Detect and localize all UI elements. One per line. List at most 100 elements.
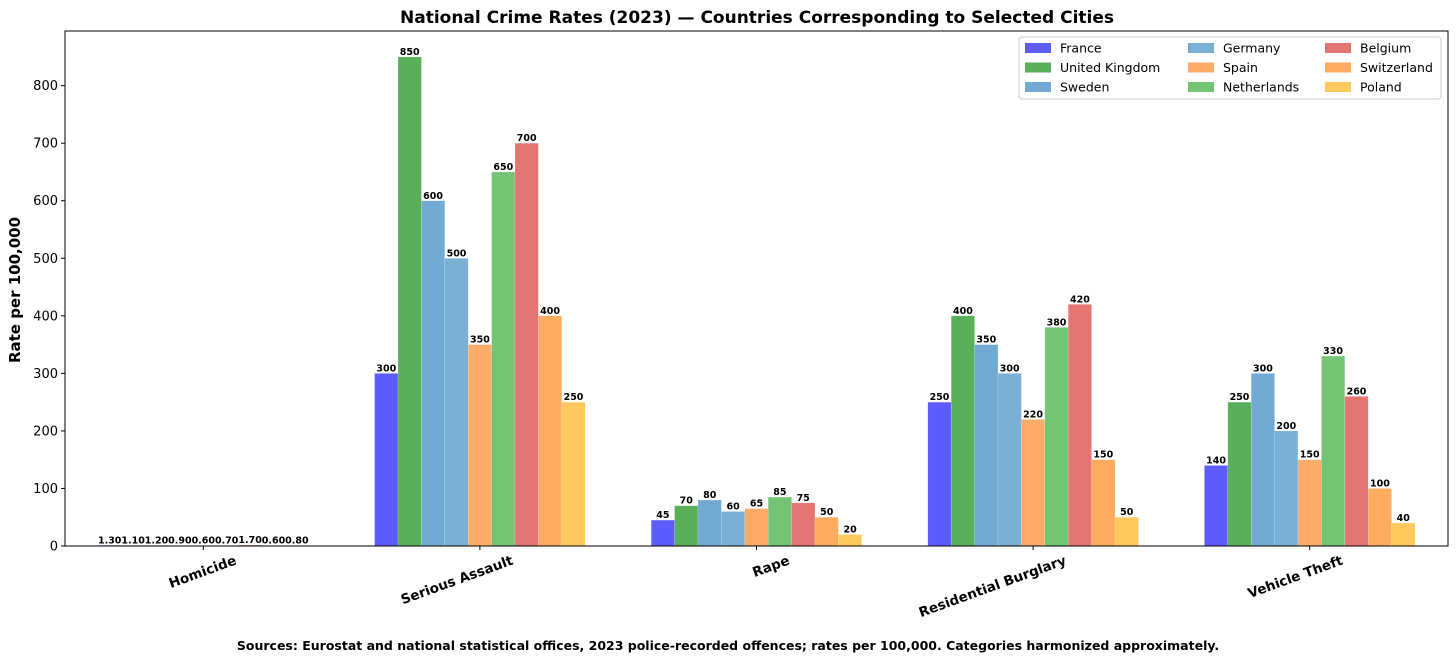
data-label-residential-burglary-belgium: 420	[1070, 294, 1090, 305]
bars-layer	[97, 56, 1416, 547]
bar-rape-poland	[838, 534, 863, 547]
data-label-rape-germany: 60	[726, 501, 740, 512]
source-note: Sources: Eurostat and national statistic…	[237, 638, 1219, 653]
data-label-serious-assault-switzerland: 400	[540, 306, 560, 317]
x-tick-label-residential-burglary: Residential Burglary	[917, 553, 1069, 621]
legend-swatch-belgium	[1325, 43, 1351, 53]
x-tick-label-serious-assault: Serious Assault	[399, 553, 516, 609]
y-tick-label: 200	[33, 424, 58, 439]
data-labels-layer: 1.30 1.10 1.20 0.90 0.60 0.70 1.70 0.60 0.803008…	[98, 47, 1410, 547]
bar-vehicle-theft-belgium	[1344, 396, 1369, 547]
data-label-rape-netherlands: 85	[773, 487, 786, 498]
data-label-vehicle-theft-france: 140	[1206, 455, 1226, 466]
data-label-homicide-germany: 0.90	[168, 535, 192, 546]
legend-label-netherlands: Netherlands	[1223, 80, 1299, 95]
bar-serious-assault-belgium	[514, 142, 539, 547]
data-label-residential-burglary-united-kingdom: 400	[953, 306, 973, 317]
bar-vehicle-theft-netherlands	[1321, 355, 1346, 547]
y-tick-label: 400	[33, 309, 58, 324]
y-axis: 0 100 200 300 400 500 600 700 800	[33, 79, 65, 555]
data-label-residential-burglary-netherlands: 380	[1047, 317, 1067, 328]
data-label-homicide-netherlands: 0.70	[215, 536, 239, 547]
bar-residential-burglary-sweden	[974, 344, 999, 547]
data-label-serious-assault-sweden: 600	[423, 191, 443, 202]
data-label-rape-poland: 20	[843, 524, 857, 535]
data-label-residential-burglary-switzerland: 150	[1093, 450, 1113, 461]
bar-serious-assault-sweden	[421, 200, 446, 547]
data-label-serious-assault-belgium: 700	[517, 133, 537, 144]
bar-serious-assault-france	[374, 373, 399, 547]
data-label-homicide-spain: 0.60	[192, 536, 216, 547]
legend-label-poland: Poland	[1360, 80, 1402, 95]
bar-residential-burglary-france	[927, 401, 952, 547]
data-label-vehicle-theft-poland: 40	[1397, 513, 1411, 524]
x-tick-label-vehicle-theft: Vehicle Theft	[1246, 553, 1346, 602]
bar-rape-sweden	[697, 499, 722, 547]
bar-rape-netherlands	[767, 496, 792, 547]
bar-serious-assault-netherlands	[491, 171, 516, 547]
data-label-residential-burglary-france: 250	[930, 392, 950, 403]
data-label-residential-burglary-sweden: 350	[976, 335, 996, 346]
data-label-serious-assault-netherlands: 650	[493, 162, 513, 173]
bar-rape-germany	[721, 511, 746, 547]
data-label-vehicle-theft-sweden: 300	[1253, 363, 1273, 374]
y-tick-label: 100	[33, 482, 58, 497]
legend-swatch-poland	[1325, 82, 1351, 92]
data-label-homicide-switzerland: 0.60	[262, 536, 286, 547]
bar-serious-assault-spain	[467, 344, 492, 547]
x-tick-label-rape: Rape	[750, 553, 791, 581]
y-axis-label: Rate per 100,000	[6, 217, 24, 363]
data-label-serious-assault-france: 300	[376, 363, 396, 374]
data-label-homicide-poland: 0.80	[285, 536, 309, 547]
legend-label-united-kingdom: United Kingdom	[1060, 60, 1160, 75]
data-label-homicide-france: 1.30	[98, 535, 122, 546]
legend-swatch-united-kingdom	[1025, 62, 1051, 73]
bar-residential-burglary-united-kingdom	[950, 315, 975, 547]
data-label-vehicle-theft-switzerland: 100	[1370, 478, 1390, 489]
data-label-residential-burglary-germany: 300	[1000, 363, 1020, 374]
bar-residential-burglary-germany	[997, 373, 1022, 547]
bar-residential-burglary-poland	[1114, 516, 1139, 547]
legend-swatch-france	[1025, 43, 1051, 53]
bar-rape-france	[650, 519, 675, 547]
data-label-homicide-belgium: 1.70	[238, 535, 262, 546]
bar-vehicle-theft-germany	[1274, 430, 1299, 547]
data-label-rape-switzerland: 50	[820, 507, 834, 518]
bar-serious-assault-switzerland	[538, 315, 563, 547]
bar-rape-spain	[744, 508, 769, 547]
data-label-vehicle-theft-germany: 200	[1276, 421, 1296, 432]
legend-swatch-sweden	[1025, 82, 1051, 92]
bar-residential-burglary-switzerland	[1091, 459, 1116, 547]
bar-rape-switzerland	[814, 516, 839, 547]
bar-residential-burglary-belgium	[1067, 304, 1092, 547]
data-label-rape-spain: 65	[750, 499, 763, 510]
y-tick-label: 700	[33, 137, 58, 152]
legend-label-belgium: Belgium	[1360, 41, 1411, 56]
legend-label-sweden: Sweden	[1060, 80, 1109, 95]
x-tick-label-homicide: Homicide	[167, 553, 239, 592]
legend-swatch-switzerland	[1325, 62, 1351, 73]
legend-label-switzerland: Switzerland	[1360, 60, 1433, 75]
data-label-serious-assault-germany: 500	[447, 248, 467, 259]
bar-residential-burglary-spain	[1021, 419, 1046, 547]
chart-title: National Crime Rates (2023) — Countries …	[400, 8, 1114, 28]
legend-swatch-spain	[1188, 62, 1214, 73]
bar-vehicle-theft-united-kingdom	[1227, 401, 1252, 547]
data-label-rape-france: 45	[656, 510, 669, 521]
data-label-vehicle-theft-spain: 150	[1300, 450, 1320, 461]
data-label-rape-united-kingdom: 70	[680, 496, 694, 507]
legend-swatch-germany	[1188, 43, 1214, 53]
legend-label-spain: Spain	[1223, 60, 1258, 75]
bar-vehicle-theft-switzerland	[1367, 488, 1392, 547]
data-label-serious-assault-spain: 350	[470, 335, 490, 346]
data-label-residential-burglary-poland: 50	[1120, 507, 1134, 518]
plot-frame	[64, 30, 1449, 547]
data-label-serious-assault-united-kingdom: 850	[400, 47, 420, 58]
legend-label-france: France	[1060, 41, 1102, 56]
data-label-homicide-united-kingdom: 1.10	[121, 535, 145, 546]
bar-vehicle-theft-sweden	[1250, 373, 1275, 547]
bar-serious-assault-united-kingdom	[397, 56, 422, 547]
bar-serious-assault-poland	[561, 401, 586, 547]
data-label-serious-assault-poland: 250	[564, 392, 584, 403]
